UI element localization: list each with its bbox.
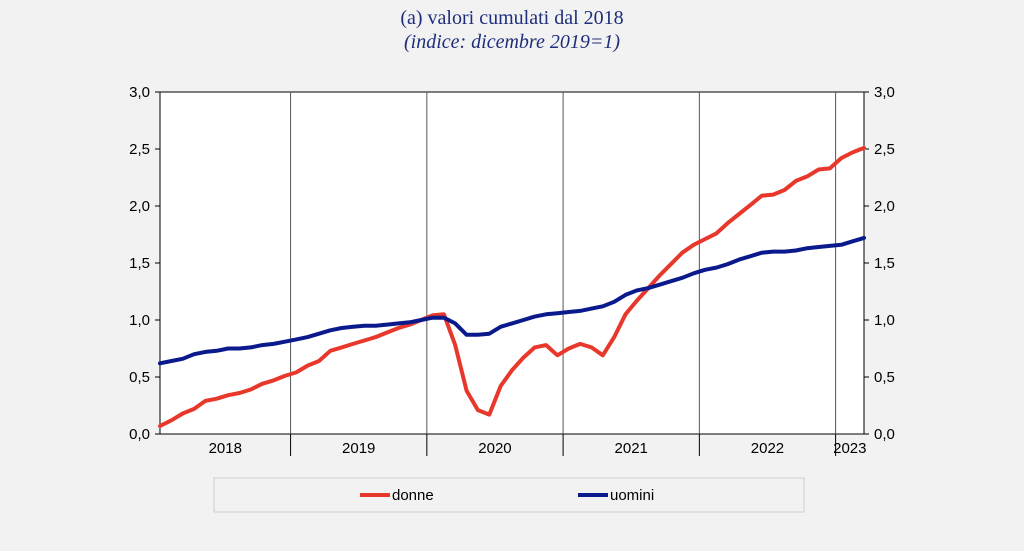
chart-title-block: (a) valori cumulati dal 2018 (indice: di… (0, 6, 1024, 54)
series-line-uomini (158, 235, 866, 366)
y-tick-label-right: 3,0 (874, 84, 895, 101)
legend-box (213, 477, 805, 513)
x-tick-label: 2023 (833, 440, 866, 457)
x-tick-label: 2019 (342, 440, 375, 457)
series-line-donne (158, 145, 866, 428)
chart-title: (a) valori cumulati dal 2018 (400, 7, 624, 29)
chart-subtitle: (indice: dicembre 2019=1) (403, 31, 620, 53)
x-tick-label: 2022 (751, 440, 784, 457)
x-tick-label: 2018 (209, 440, 242, 457)
y-tick-label-right: 2,5 (874, 141, 895, 158)
series-lines (158, 145, 866, 428)
y-axis-left: 0,0 0,5 1,0 1,5 2,0 2,5 3,0 (129, 84, 160, 443)
x-axis: 2018 2019 2020 2021 2022 2023 (209, 434, 866, 457)
legend-label-uomini: uomini (610, 487, 654, 504)
y-tick-label-right: 2,0 (874, 198, 895, 215)
y-tick-label-left: 3,0 (129, 84, 150, 101)
y-tick-label-left: 1,0 (129, 312, 150, 329)
y-tick-label-right: 0,0 (874, 426, 895, 443)
y-tick-label-right: 1,0 (874, 312, 895, 329)
y-tick-label-right: 0,5 (874, 369, 895, 386)
y-tick-label-left: 0,5 (129, 369, 150, 386)
y-tick-label-left: 2,5 (129, 141, 150, 158)
x-tick-label: 2021 (615, 440, 648, 457)
x-tick-label: 2020 (478, 440, 511, 457)
y-tick-label-left: 2,0 (129, 198, 150, 215)
legend-label-donne: donne (392, 487, 434, 504)
y-tick-label-left: 1,5 (129, 255, 150, 272)
y-tick-label-left: 0,0 (129, 426, 150, 443)
y-tick-label-right: 1,5 (874, 255, 895, 272)
y-axis-right: 0,0 0,5 1,0 1,5 2,0 2,5 3,0 (864, 84, 895, 443)
legend: donne uomini (360, 487, 654, 504)
year-boundaries (290, 92, 837, 434)
